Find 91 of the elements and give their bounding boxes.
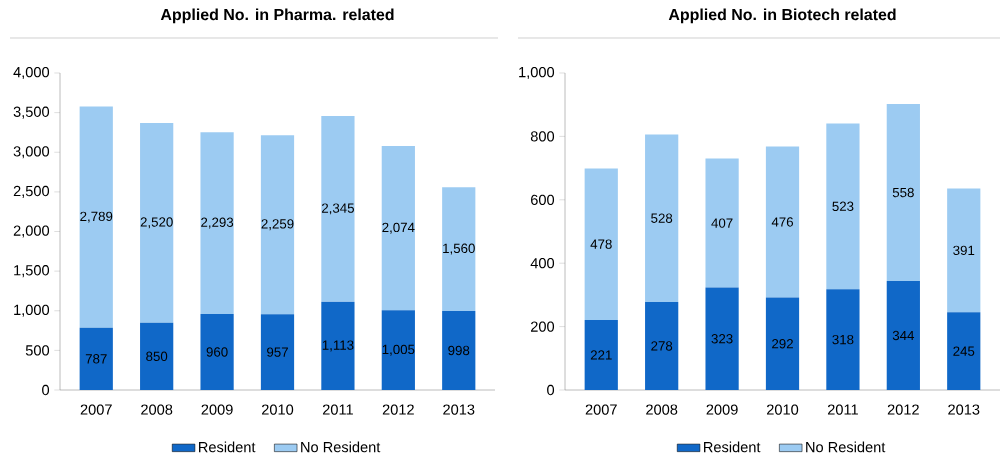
y-tick-label: 0: [42, 384, 50, 396]
data-label: 960: [206, 347, 228, 357]
x-tick-label: 2012: [887, 404, 919, 415]
bar: [645, 301, 679, 390]
x-tick-label: 2009: [706, 404, 738, 415]
data-label: 2,345: [321, 203, 354, 215]
y-tick-label: 3,500: [13, 106, 50, 119]
bar: [705, 158, 739, 288]
bar: [442, 310, 476, 390]
x-tick-label: 2007: [80, 404, 112, 415]
bar: [886, 280, 920, 390]
legend-label: Resident: [704, 441, 761, 453]
bar: [765, 297, 800, 390]
bar: [200, 132, 234, 314]
bar: [140, 122, 174, 323]
y-tick-label: 2,500: [13, 185, 50, 198]
bar: [886, 104, 920, 281]
x-tick-label: 2009: [201, 404, 233, 415]
bar: [381, 310, 415, 390]
data-label: 2,293: [201, 217, 234, 229]
y-tick-label: 1,500: [14, 265, 50, 278]
data-label: 318: [832, 334, 854, 345]
bar: [321, 301, 355, 390]
x-tick-label: 2010: [766, 404, 799, 415]
bar: [826, 289, 860, 390]
legend-label: No Resident: [806, 441, 886, 453]
data-label: 221: [590, 350, 612, 360]
y-tick-label: 2,000: [13, 225, 50, 238]
y-tick-label: 0: [547, 384, 555, 396]
chart-title: Applied No. in Biotech related: [668, 8, 896, 24]
bar: [140, 322, 174, 390]
data-label: 407: [711, 218, 733, 228]
x-tick-label: 2007: [585, 404, 617, 415]
bar: [947, 188, 981, 313]
data-label: 2,520: [140, 217, 173, 229]
bar: [381, 145, 415, 311]
bar: [200, 313, 234, 390]
bar: [645, 134, 679, 302]
data-label: 2,259: [261, 219, 294, 231]
x-tick-label: 2013: [443, 404, 475, 415]
bar: [260, 135, 295, 315]
y-tick-label: 1,000: [519, 66, 555, 80]
data-label: 850: [146, 351, 168, 362]
data-label: 1,560: [443, 243, 475, 255]
data-label: 1,113: [322, 340, 354, 352]
x-tick-label: 2013: [948, 404, 980, 415]
data-label: 245: [953, 346, 975, 356]
data-label: 391: [953, 245, 975, 256]
bar: [765, 146, 800, 298]
y-tick-label: 1,000: [14, 304, 50, 317]
y-tick-label: 800: [530, 131, 555, 142]
data-label: 278: [651, 341, 673, 351]
bar: [442, 187, 476, 311]
bar: [705, 287, 739, 390]
bar: [321, 115, 355, 302]
x-tick-label: 2008: [141, 404, 173, 415]
data-label: 998: [448, 345, 470, 356]
data-label: 787: [85, 354, 107, 364]
data-label: 558: [892, 187, 914, 198]
bar: [260, 314, 295, 390]
bar: [79, 327, 113, 390]
data-label: 1,005: [382, 344, 415, 356]
data-label: 523: [832, 201, 854, 211]
x-tick-label: 2011: [322, 404, 353, 415]
y-tick-label: 600: [531, 194, 555, 205]
x-tick-label: 2012: [382, 404, 414, 415]
bar: [79, 106, 113, 328]
x-tick-label: 2011: [827, 404, 858, 415]
data-label: 528: [651, 213, 673, 223]
data-label: 292: [772, 339, 793, 349]
y-tick-label: 4,000: [13, 66, 50, 80]
legend-label: No Resident: [301, 441, 381, 453]
x-tick-label: 2010: [261, 404, 294, 415]
data-label: 957: [267, 347, 288, 357]
data-label: 2,789: [80, 211, 113, 223]
data-label: 2,074: [382, 222, 415, 234]
y-tick-label: 400: [530, 258, 555, 269]
bar: [584, 319, 618, 390]
data-label: 344: [892, 330, 915, 341]
bar: [584, 168, 618, 320]
bar: [826, 123, 860, 290]
x-tick-label: 2008: [646, 404, 678, 415]
data-label: 323: [711, 334, 733, 344]
data-label: 476: [771, 217, 794, 227]
y-tick-label: 3,000: [13, 146, 50, 159]
chart-title: Applied No. in Pharma. related: [160, 8, 394, 24]
data-label: 478: [590, 239, 612, 249]
y-tick-label: 200: [530, 321, 555, 332]
legend-label: Resident: [199, 441, 256, 453]
y-tick-label: 500: [25, 345, 50, 356]
bar: [947, 312, 981, 390]
